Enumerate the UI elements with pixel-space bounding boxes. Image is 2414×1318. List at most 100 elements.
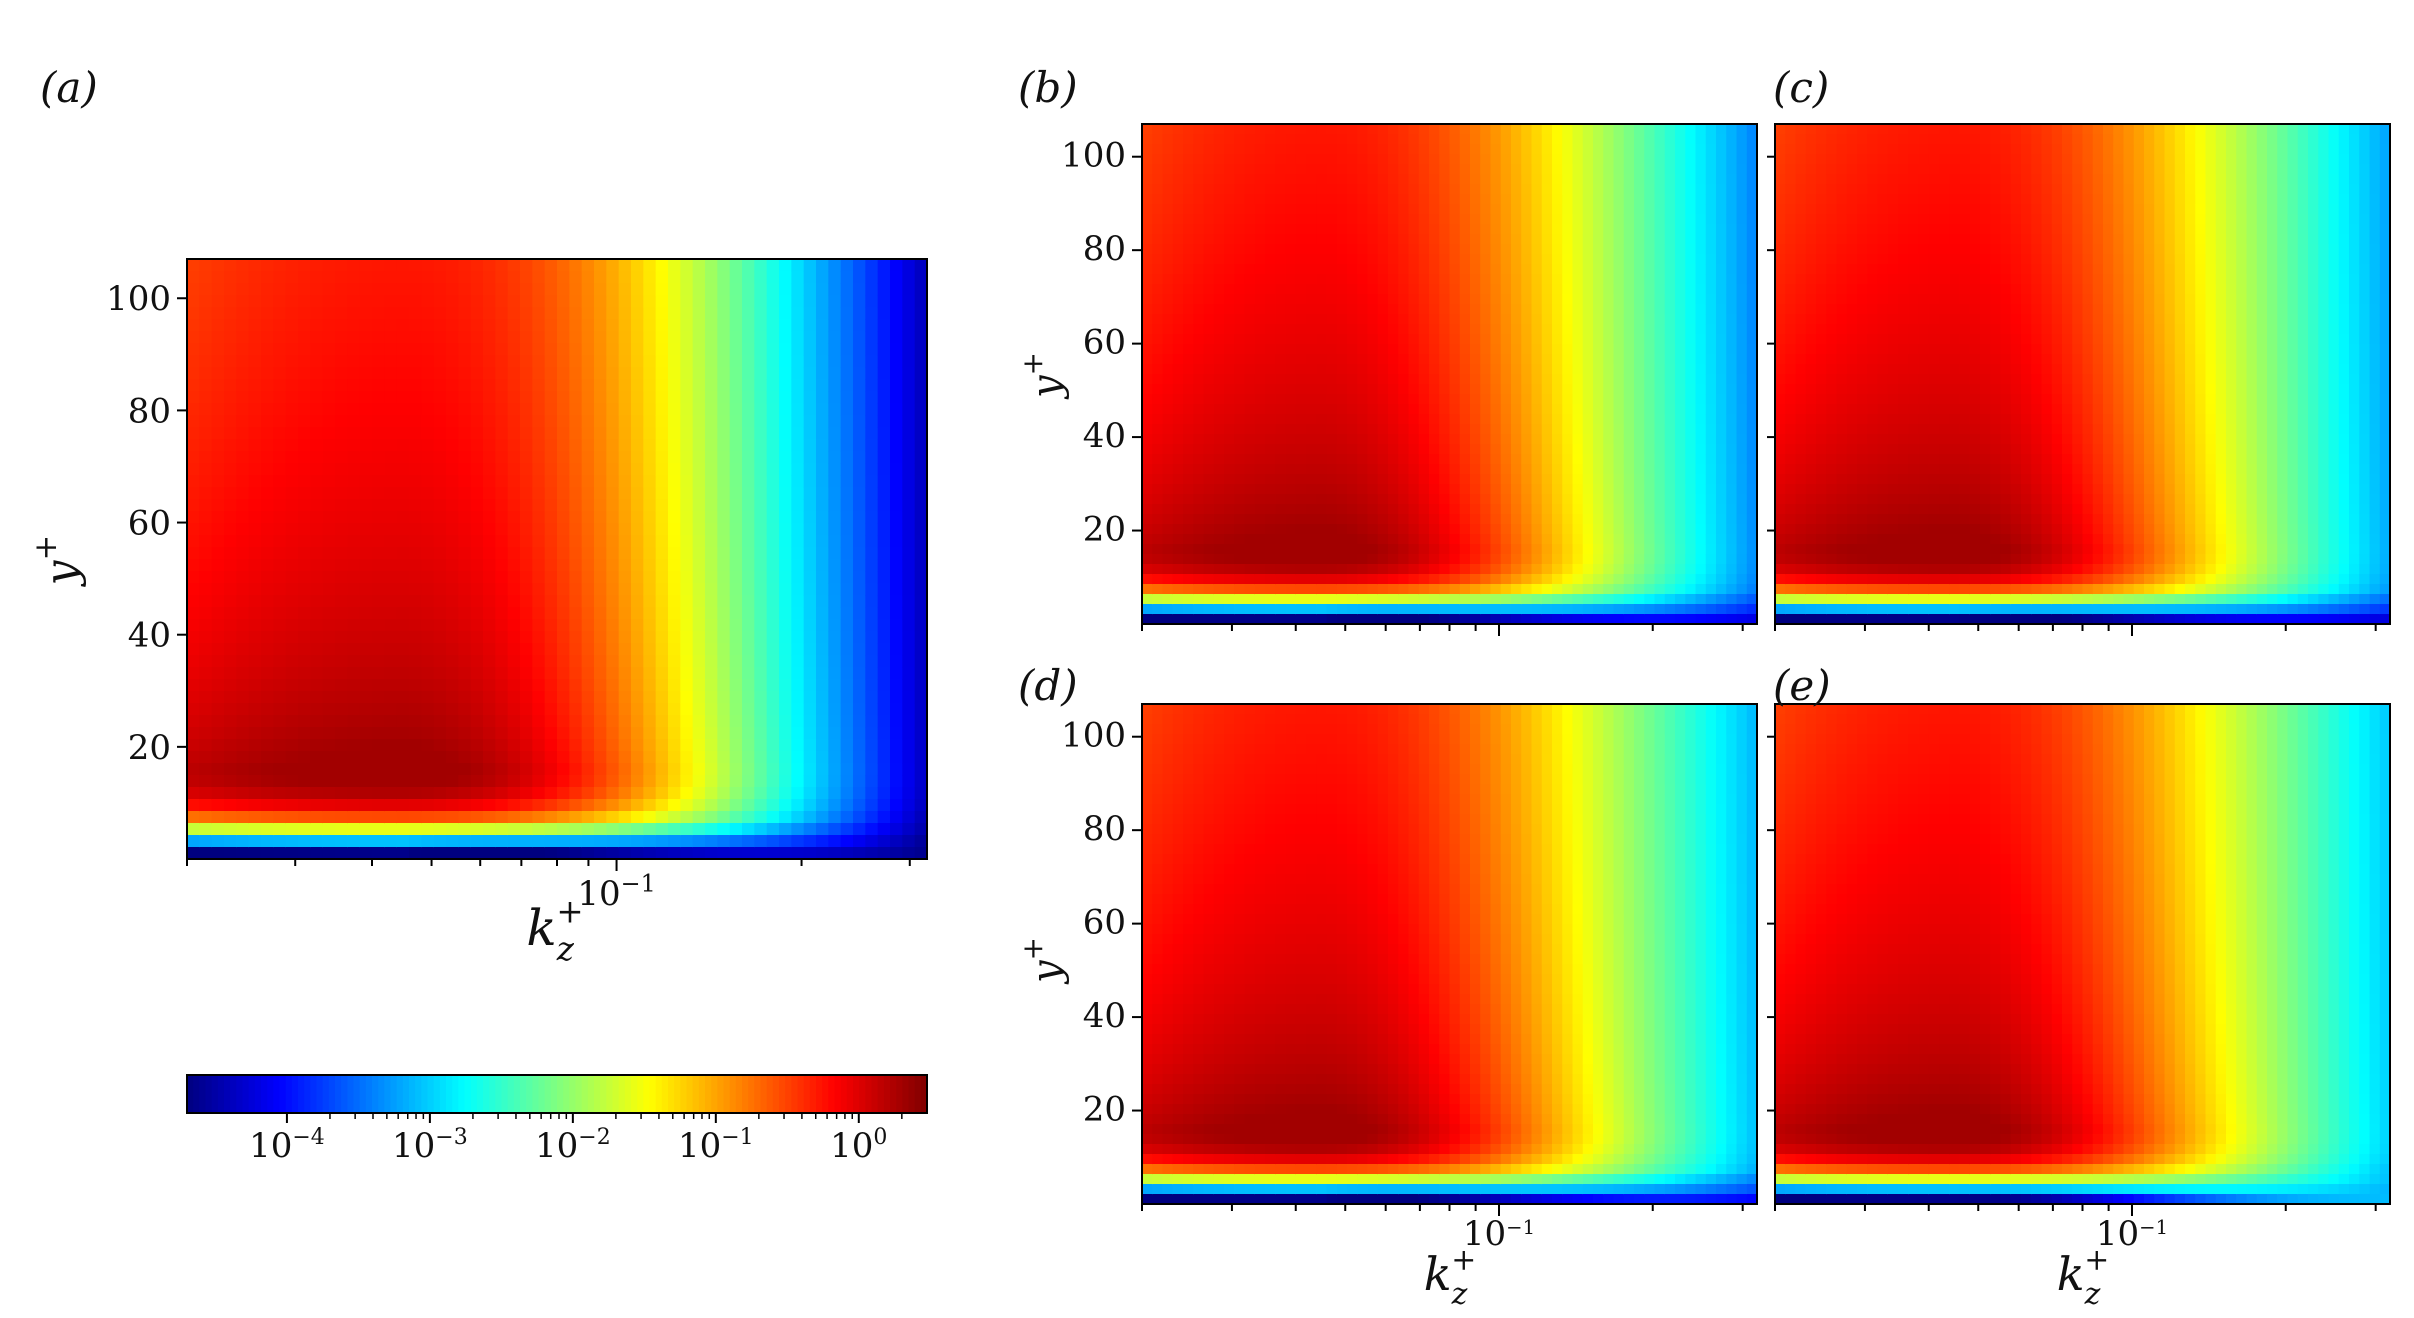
heatmap-cell (1172, 234, 1184, 245)
heatmap-cell (717, 307, 731, 320)
heatmap-cell (1244, 334, 1256, 345)
heatmap-cell (1511, 384, 1522, 395)
heatmap-cell (1213, 354, 1225, 365)
heatmap-cell (1265, 534, 1276, 545)
heatmap-cell (285, 739, 299, 752)
heatmap-cell (1388, 474, 1399, 485)
heatmap-cell (1326, 584, 1338, 595)
heatmap-cell (1265, 374, 1276, 385)
heatmap-cell (396, 739, 410, 752)
heatmap-cell (717, 463, 731, 476)
heatmap-cell (840, 763, 854, 776)
heatmap-cell (1142, 364, 1153, 375)
heatmap-cell (1316, 404, 1328, 415)
heatmap-cell (483, 307, 496, 320)
heatmap-cell (1521, 204, 1533, 215)
heatmap-cell (840, 847, 854, 860)
heatmap-cell (384, 451, 398, 464)
heatmap-cell (384, 319, 398, 332)
heatmap-cell (1439, 124, 1451, 135)
heatmap-cell (1531, 594, 1543, 605)
heatmap-cell (1306, 324, 1317, 335)
heatmap-cell (692, 715, 706, 728)
heatmap-cell (421, 667, 435, 680)
heatmap-cell (1172, 474, 1184, 485)
heatmap-cell (1152, 264, 1164, 275)
heatmap-cell (187, 583, 200, 596)
heatmap-cell (1244, 244, 1256, 255)
heatmap-cell (902, 367, 916, 380)
heatmap-cell (631, 499, 644, 512)
heatmap-cell (1244, 164, 1256, 175)
heatmap-cell (470, 679, 484, 692)
heatmap-cell (347, 655, 361, 668)
heatmap-cell (754, 271, 768, 284)
heatmap-cell (1254, 374, 1266, 385)
heatmap-cell (1152, 594, 1164, 605)
heatmap-cell (729, 811, 743, 824)
heatmap-cell (1336, 314, 1348, 325)
heatmap-cell (507, 511, 521, 524)
heatmap-cell (902, 523, 916, 536)
heatmap-cell (803, 271, 817, 284)
heatmap-cell (1162, 144, 1174, 155)
heatmap-cell (285, 787, 299, 800)
heatmap-cell (1326, 134, 1338, 145)
heatmap-cell (1224, 464, 1235, 475)
heatmap-cell (396, 475, 410, 488)
heatmap-cell (335, 367, 348, 380)
heatmap-cell (1357, 404, 1369, 415)
heatmap-cell (544, 847, 558, 860)
heatmap-cell (1470, 284, 1481, 295)
heatmap-cell (396, 523, 410, 536)
heatmap-cell (581, 283, 595, 296)
heatmap-cell (347, 571, 361, 584)
heatmap-cell (1265, 144, 1276, 155)
heatmap-cell (655, 727, 669, 740)
heatmap-cell (1285, 504, 1297, 515)
heatmap-cell (1326, 384, 1338, 395)
heatmap-cell (1398, 264, 1410, 275)
heatmap-cell (495, 679, 509, 692)
heatmap-cell (298, 451, 311, 464)
heatmap-cell (816, 271, 829, 284)
heatmap-cell (421, 607, 435, 620)
heatmap-cell (458, 283, 472, 296)
heatmap-cell (1439, 494, 1451, 505)
heatmap-cell (1521, 584, 1533, 595)
heatmap-cell (1418, 404, 1430, 415)
heatmap-cell (1336, 604, 1348, 615)
heatmap-cell (1439, 144, 1451, 155)
heatmap-cell (729, 427, 743, 440)
heatmap-cell (347, 355, 361, 368)
heatmap-cell (1347, 204, 1358, 215)
heatmap-cell (544, 547, 558, 560)
heatmap-cell (1336, 614, 1348, 625)
heatmap-cell (754, 535, 768, 548)
heatmap-cell (791, 727, 805, 740)
heatmap-cell (1531, 464, 1543, 475)
heatmap-cell (791, 631, 805, 644)
heatmap-cell (248, 559, 262, 572)
heatmap-cell (1398, 274, 1410, 285)
heatmap-cell (433, 547, 447, 560)
heatmap-cell (1521, 164, 1533, 175)
heatmap-cell (1480, 464, 1492, 475)
heatmap-cell (1500, 264, 1512, 275)
heatmap-cell (544, 583, 558, 596)
heatmap-cell (1244, 404, 1256, 415)
heatmap-cell (1367, 234, 1379, 245)
heatmap-cell (618, 607, 632, 620)
heatmap-cell (1295, 274, 1307, 285)
heatmap-cell (1347, 394, 1358, 405)
heatmap-cell (717, 403, 731, 416)
heatmap-cell (421, 583, 435, 596)
heatmap-cell (261, 331, 274, 344)
heatmap-cell (865, 343, 879, 356)
heatmap-cell (273, 427, 287, 440)
heatmap-cell (1234, 214, 1246, 225)
heatmap-cell (692, 631, 706, 644)
heatmap-cell (1295, 284, 1307, 295)
heatmap-cell (729, 475, 743, 488)
heatmap-cell (1377, 174, 1389, 185)
